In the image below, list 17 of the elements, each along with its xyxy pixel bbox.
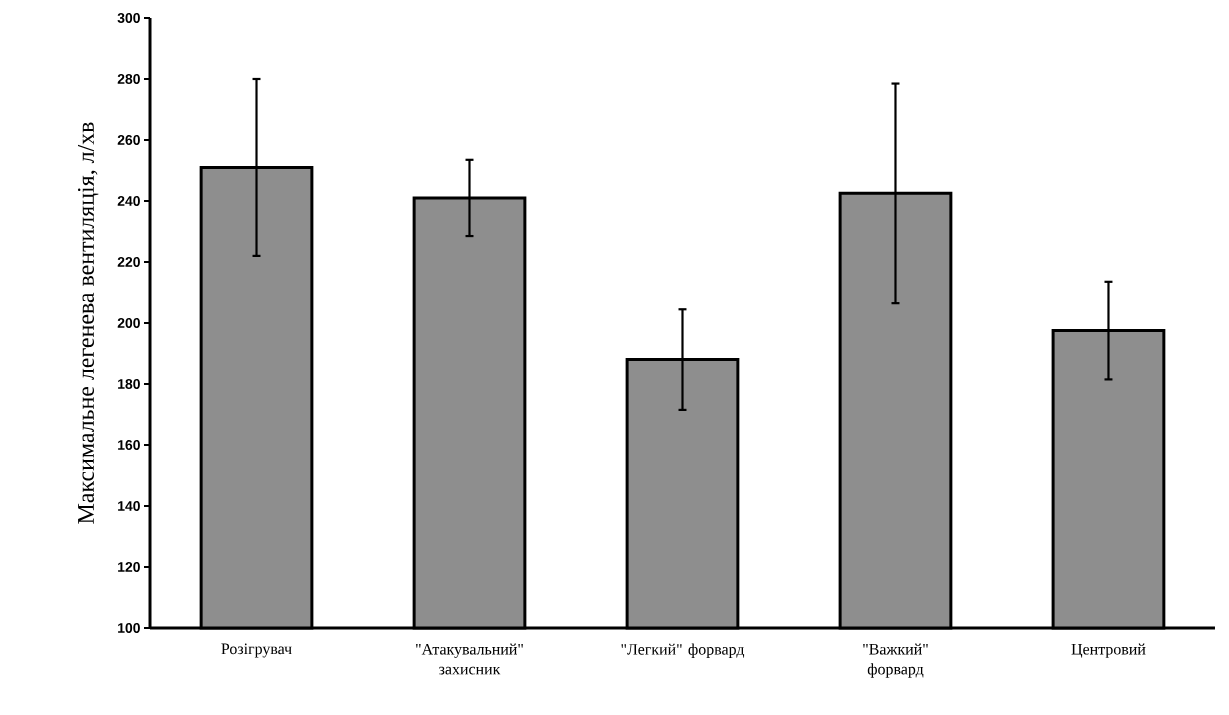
y-tick-label: 120 xyxy=(118,562,140,572)
y-tick-label: 260 xyxy=(117,135,140,145)
x-tick-label: "Атакувальний" захисник xyxy=(416,643,523,675)
x-tick-label: "Важкий" форвард xyxy=(863,643,928,678)
y-tick-label: 200 xyxy=(117,318,140,328)
y-tick-label: 180 xyxy=(118,379,140,389)
y-tick-label: 160 xyxy=(118,440,140,450)
x-tick-label: Центровий xyxy=(1071,643,1146,658)
y-axis-title: Максимальне легенева вентиляція, л/хв xyxy=(77,122,99,524)
y-tick-label: 240 xyxy=(117,196,140,206)
y-tick-label: 300 xyxy=(117,13,140,23)
x-tick-label: "Легкий" форвард xyxy=(621,643,745,658)
x-tick-label: Розігрувач xyxy=(221,643,292,658)
y-tick-label: 100 xyxy=(118,623,140,633)
y-tick-label: 140 xyxy=(118,501,140,511)
y-tick-label: 220 xyxy=(117,257,140,267)
y-tick-label: 280 xyxy=(117,74,140,84)
